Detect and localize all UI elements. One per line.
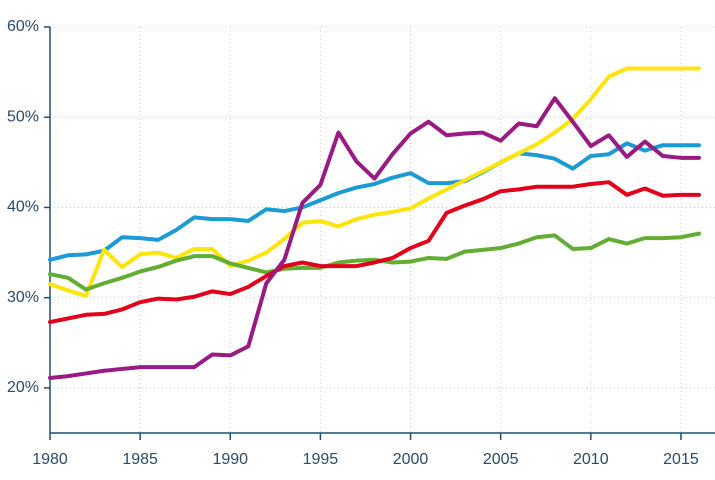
x-tick-label: 1990 [212, 451, 248, 468]
x-tick-label: 2015 [663, 451, 699, 468]
y-tick-label: 60% [7, 18, 39, 35]
x-tick-label: 2000 [393, 451, 429, 468]
line-series [48, 231, 701, 292]
x-tick-label: 1980 [32, 451, 68, 468]
line-series [48, 96, 701, 380]
x-tick-label: 1985 [122, 451, 158, 468]
line-series [48, 66, 701, 298]
x-tick-label: 2005 [483, 451, 519, 468]
y-tick-label: 20% [7, 379, 39, 396]
x-tick-label: 2010 [573, 451, 609, 468]
x-tick-label: 1995 [303, 451, 339, 468]
line-series [48, 141, 701, 262]
line-series [48, 180, 701, 325]
y-tick-label: 50% [7, 108, 39, 125]
y-tick-label: 40% [7, 199, 39, 216]
y-tick-label: 30% [7, 289, 39, 306]
